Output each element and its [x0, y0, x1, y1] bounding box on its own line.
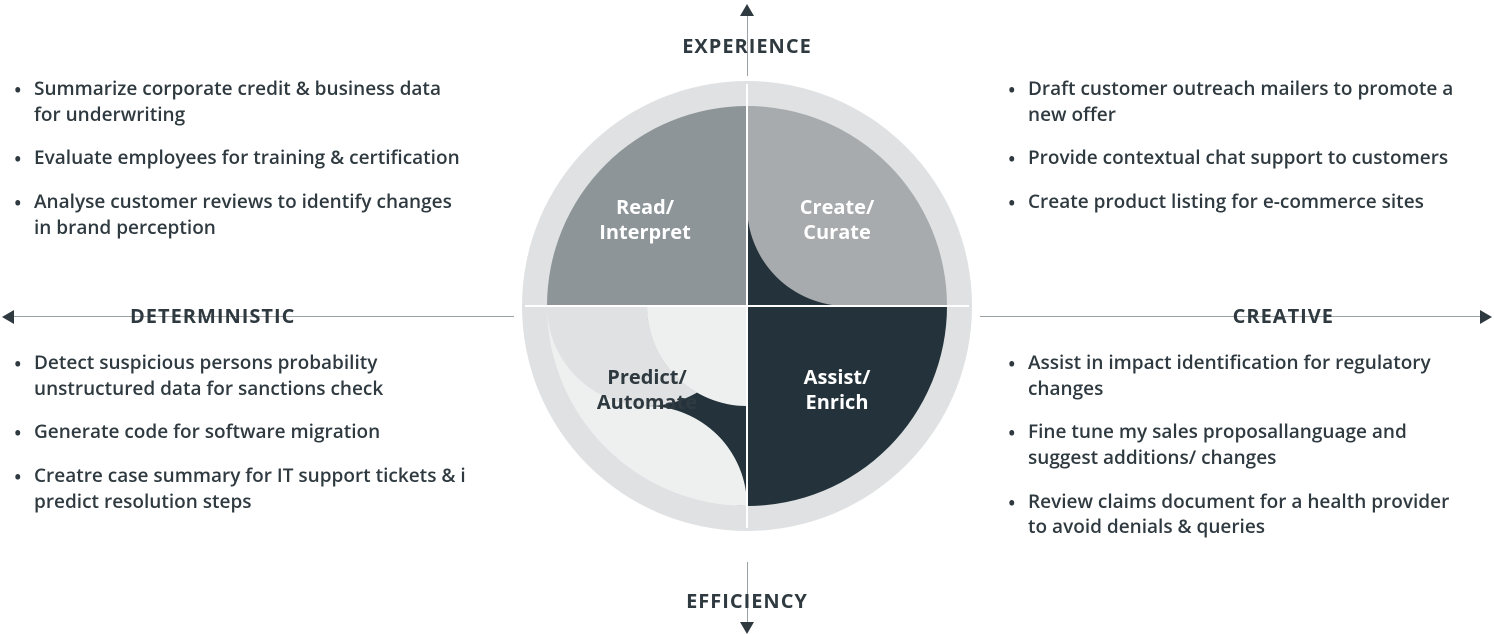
list-item: Review claims document for a health prov… — [1004, 489, 1464, 540]
axis-label-top: EXPERIENCE — [682, 32, 812, 59]
segment-label-assist-enrich: Assist/ Enrich — [767, 364, 907, 414]
bullets-top-left: Summarize corporate credit & business da… — [10, 76, 470, 258]
list-item: Summarize corporate credit & business da… — [10, 76, 470, 127]
list-item: Draft customer outreach mailers to promo… — [1004, 76, 1464, 127]
bullets-bottom-right: Assist in impact identification for regu… — [1004, 350, 1464, 558]
list-item: Fine tune my sales proposallanguage and … — [1004, 419, 1464, 470]
axis-label-bottom: EFFICIENCY — [686, 587, 808, 614]
list-item: Create product listing for e-commerce si… — [1004, 189, 1464, 215]
arrow-down-icon — [740, 622, 754, 634]
arrow-right-icon — [1480, 310, 1492, 324]
list-item: Generate code for software migration — [10, 419, 470, 445]
list-item: Assist in impact identification for regu… — [1004, 350, 1464, 401]
bullets-bottom-left: Detect suspicious persons probability un… — [10, 350, 470, 532]
segment-label-create-curate: Create/ Curate — [767, 194, 907, 244]
axis-label-right: CREATIVE — [1233, 302, 1334, 329]
axis-label-left: DETERMINISTIC — [130, 302, 295, 329]
quadrant-circle: Read/ Interpret Create/ Curate Predict/ … — [517, 76, 977, 536]
list-item: Analyse customer reviews to identify cha… — [10, 189, 470, 240]
bullets-top-right: Draft customer outreach mailers to promo… — [1004, 76, 1464, 233]
list-item: Evaluate employees for training & certif… — [10, 145, 470, 171]
axis-line-horizontal-right — [980, 316, 1480, 317]
list-item: Creatre case summary for IT support tick… — [10, 463, 470, 514]
list-item: Detect suspicious persons probability un… — [10, 350, 470, 401]
segment-label-predict-automate: Predict/ Automate — [577, 364, 717, 414]
arrow-up-icon — [740, 4, 754, 16]
arrow-left-icon — [2, 310, 14, 324]
list-item: Provide contextual chat support to custo… — [1004, 145, 1464, 171]
segment-label-read-interpret: Read/ Interpret — [575, 194, 715, 244]
